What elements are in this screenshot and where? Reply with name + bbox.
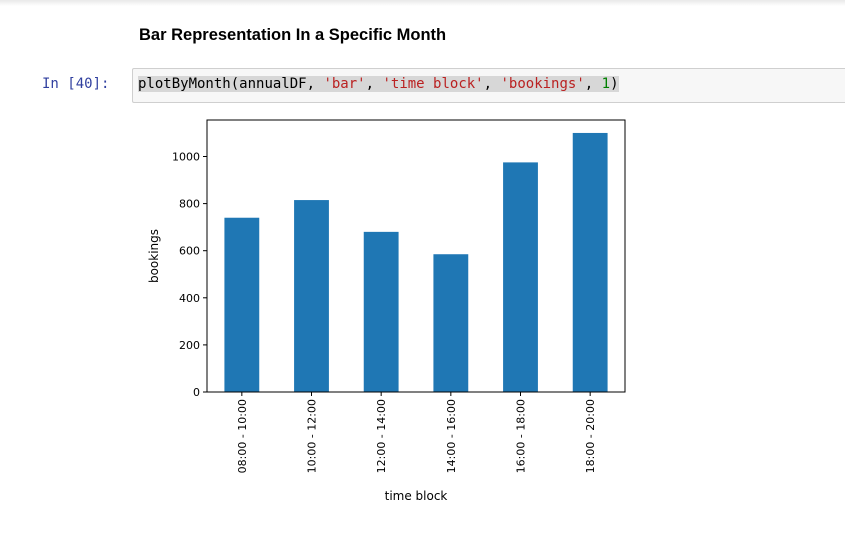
bar-2: [363, 231, 399, 392]
y-tick-label-0: 0: [193, 386, 200, 399]
bar-3: [433, 254, 469, 392]
notebook-top-shadow: [0, 0, 845, 6]
y-tick-label-5: 1000: [172, 151, 200, 164]
markdown-heading: Bar Representation In a Specific Month: [139, 26, 447, 44]
y-axis-label: bookings: [147, 229, 161, 283]
code-line[interactable]: plotByMonth(annualDF, 'bar', 'time block…: [138, 76, 619, 92]
x-tick-label-5: 18:00 - 20:00: [584, 399, 597, 473]
code-arg-y: 'bookings': [500, 76, 585, 92]
bar-0: [224, 217, 260, 392]
chart-x-axis: 08:00 - 10:00 10:00 - 12:00 12:00 - 14:00 1…: [236, 392, 597, 473]
code-function-name: plotByMonth: [138, 76, 231, 92]
code-selection-highlight: plotByMonth(annualDF, 'bar', 'time block…: [138, 76, 619, 92]
y-tick-label-2: 400: [179, 292, 200, 305]
chart-bars: [224, 132, 608, 392]
y-tick-label-3: 600: [179, 245, 200, 258]
code-sep: ,: [483, 76, 501, 92]
code-sep: ,: [584, 76, 602, 92]
code-sep: ,: [365, 76, 383, 92]
code-arg-month: 1: [601, 76, 611, 92]
plot-frame: [206, 119, 626, 393]
chart-y-axis: 0 200 400 600 800 1000: [172, 151, 207, 399]
x-tick-label-4: 16:00 - 18:00: [515, 399, 528, 473]
x-axis-label: time block: [385, 489, 448, 503]
bar-1: [294, 200, 329, 392]
input-prompt: In [40]:: [42, 76, 110, 92]
bar-4: [503, 162, 538, 392]
y-tick-label-4: 800: [179, 198, 200, 211]
bar-chart: 0 200 400 600 800 1000 08:00 - 10:00 10:00 - 1…: [147, 119, 626, 503]
y-tick-label-1: 200: [179, 339, 200, 352]
cell-output: 0 200 400 600 800 1000 08:00 - 10:00 10:00 - 1…: [132, 112, 652, 512]
x-tick-label-2: 12:00 - 14:00: [375, 399, 388, 473]
code-arg-kind: 'bar': [323, 76, 366, 92]
x-tick-label-1: 10:00 - 12:00: [306, 399, 319, 473]
code-open-paren: (: [230, 76, 240, 92]
code-arg-x: 'time block': [382, 76, 484, 92]
x-tick-label-3: 14:00 - 16:00: [445, 399, 458, 473]
code-sep: ,: [306, 76, 324, 92]
code-arg-dataframe: annualDF: [239, 76, 307, 92]
code-close-paren: ): [610, 76, 619, 92]
bar-5: [572, 132, 608, 392]
x-tick-label-0: 08:00 - 10:00: [236, 399, 249, 473]
